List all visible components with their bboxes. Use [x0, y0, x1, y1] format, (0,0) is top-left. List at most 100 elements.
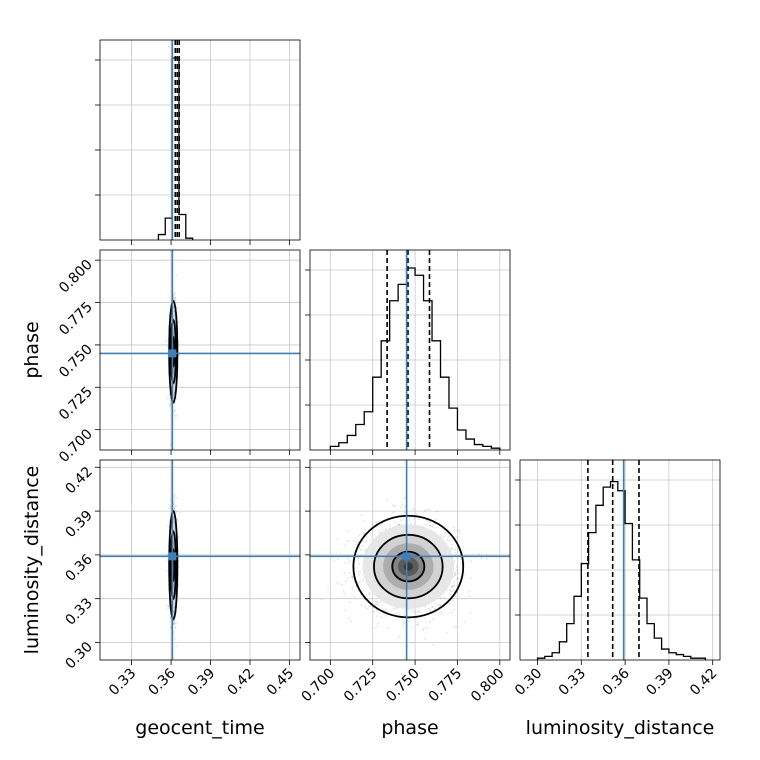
sample-point	[362, 531, 365, 534]
sample-point	[363, 519, 366, 522]
sample-point	[336, 581, 339, 584]
sample-point	[377, 622, 379, 624]
x-tick-label: 0.30	[512, 666, 545, 699]
sample-point	[341, 583, 343, 586]
sample-point	[404, 497, 406, 500]
sample-point	[408, 519, 411, 522]
sample-point	[174, 414, 176, 417]
sample-point	[173, 297, 176, 299]
sample-point	[480, 557, 483, 560]
sample-point	[357, 581, 360, 584]
sample-point	[358, 573, 361, 576]
sample-point	[348, 560, 351, 563]
sample-point	[173, 410, 176, 412]
sample-point	[166, 524, 169, 527]
sample-point	[453, 581, 455, 584]
sample-point	[403, 512, 406, 515]
sample-point	[337, 558, 339, 561]
x-tick-label: 0.33	[106, 666, 139, 699]
sample-point	[172, 297, 175, 300]
sample-point	[428, 621, 431, 623]
sample-point	[348, 617, 351, 620]
sample-point	[381, 523, 384, 525]
sample-point	[327, 586, 329, 589]
sample-point	[173, 622, 176, 625]
sample-point	[470, 560, 473, 563]
y-axis-title-luminosity-distance: luminosity_distance	[21, 466, 43, 655]
sample-point	[376, 624, 379, 627]
y-tick-label: 0.800	[56, 257, 96, 297]
sample-point	[392, 504, 395, 507]
sample-point	[431, 605, 434, 608]
sample-point	[347, 540, 349, 542]
sample-point	[373, 627, 376, 629]
sample-point	[427, 608, 430, 610]
sample-point	[416, 623, 419, 626]
x-tick-label: 0.45	[264, 666, 297, 699]
sample-point	[166, 397, 169, 400]
sample-point	[393, 505, 396, 508]
x-tick-label: 0.42	[224, 666, 257, 699]
sample-point	[429, 524, 432, 527]
sample-point	[174, 296, 176, 299]
sample-point	[175, 274, 178, 277]
sample-point	[344, 609, 347, 612]
sample-point	[343, 544, 346, 547]
sample-point	[441, 527, 444, 530]
sample-point	[381, 528, 384, 531]
sample-point	[452, 600, 455, 603]
sample-point	[348, 572, 351, 575]
sample-point	[398, 635, 401, 638]
x-tick-label: 0.42	[687, 666, 720, 699]
sample-point	[433, 526, 435, 529]
sample-point	[421, 629, 424, 632]
sample-point	[173, 501, 175, 503]
y-axis-title-phase: phase	[21, 321, 43, 378]
sample-point	[410, 626, 413, 629]
sample-point	[435, 602, 438, 605]
sample-point	[434, 518, 437, 521]
sample-point	[456, 572, 459, 574]
sample-point	[375, 601, 378, 603]
sample-point	[454, 573, 456, 576]
sample-point	[175, 505, 177, 507]
sample-point	[347, 562, 350, 565]
sample-point	[393, 607, 395, 610]
sample-point	[451, 585, 453, 588]
sample-point	[478, 553, 481, 556]
sample-point	[485, 557, 488, 560]
sample-point	[463, 621, 466, 623]
sample-point	[439, 603, 441, 606]
sample-point	[177, 321, 180, 323]
sample-point	[426, 627, 429, 630]
x-axis-title-phase: phase	[381, 717, 438, 739]
sample-point	[403, 614, 406, 617]
sample-point	[366, 607, 369, 610]
sample-point	[363, 533, 365, 536]
sample-point	[403, 505, 406, 508]
histogram-panel-luminosity-distance: 0.30 0.33 0.36 0.39 0.42	[512, 459, 721, 699]
scatter-panel-phase-vs-luminosity-distance: 0.700 0.725 0.750 0.775 0.800	[299, 459, 511, 705]
contour-line	[373, 533, 444, 600]
sample-point	[412, 508, 415, 510]
sample-point	[169, 402, 172, 405]
x-tick-label: 0.36	[600, 665, 633, 698]
x-tick-label: 0.36	[146, 665, 179, 698]
sample-point	[395, 607, 398, 610]
sample-point	[376, 602, 379, 604]
x-tick-label: 0.33	[556, 666, 589, 699]
sample-point	[400, 506, 403, 509]
sample-point	[358, 534, 361, 537]
sample-point	[442, 535, 445, 538]
sample-point	[354, 540, 357, 543]
sample-point	[372, 610, 375, 613]
sample-point	[394, 521, 397, 524]
sample-point	[415, 513, 418, 515]
sample-point	[453, 571, 456, 574]
sample-point	[346, 557, 349, 560]
sample-point	[174, 293, 177, 296]
sample-point	[398, 523, 400, 526]
sample-point	[166, 553, 169, 555]
sample-point	[462, 546, 465, 549]
